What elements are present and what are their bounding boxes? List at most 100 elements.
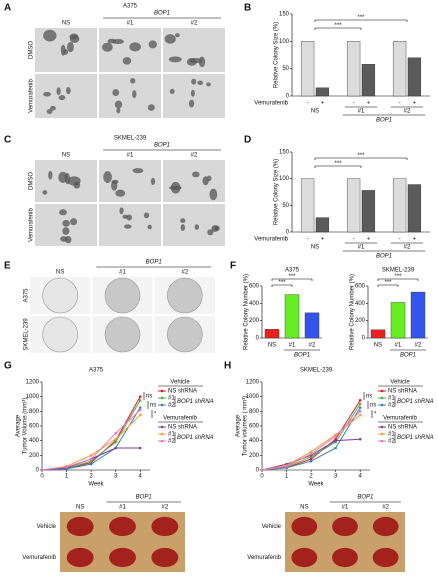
legend-title: Vehicle [170, 380, 190, 386]
point [65, 465, 68, 469]
significance-label: ns [146, 394, 152, 400]
panel-letter: B [244, 3, 251, 14]
colony [112, 89, 120, 97]
column-label: #2 [181, 270, 188, 276]
column-label: #2 [161, 505, 168, 511]
point [40, 468, 44, 472]
significance-label: *** [394, 274, 402, 280]
legend-label: #2 [168, 403, 175, 409]
x-tick-label: NS [311, 245, 319, 251]
colony [191, 78, 197, 85]
bracket-label: BOP1 [136, 495, 152, 501]
x-tick-label: #1 [289, 343, 296, 349]
bar [410, 291, 426, 339]
point [89, 459, 93, 463]
bar [315, 217, 330, 233]
colony [49, 105, 56, 111]
x-tick-label: NS [311, 109, 319, 115]
tumor [291, 547, 318, 568]
point [358, 437, 362, 441]
legend-bracket-label: BOP1 shRNA [177, 399, 214, 405]
colony [59, 209, 67, 216]
bar [361, 64, 376, 97]
bar [315, 87, 330, 97]
column-label: #1 [342, 505, 349, 511]
colony [206, 175, 212, 182]
significance-label: *** [278, 280, 286, 286]
legend-marker [160, 396, 164, 400]
colony [66, 87, 71, 95]
colony [114, 100, 123, 109]
colony [194, 224, 200, 230]
colony [129, 42, 141, 52]
colony [42, 190, 48, 195]
x-tick-label: 2 [309, 474, 313, 480]
point [114, 437, 117, 441]
y-tick-label: 400 [355, 301, 366, 307]
x-tick-label: NS [374, 343, 382, 349]
colony [122, 57, 132, 65]
legend-label: NS shRNA [168, 425, 197, 431]
panel-letter: F [230, 261, 236, 272]
y-tick-label: 800 [29, 409, 40, 415]
dish [167, 316, 203, 353]
x-row-label: Vemurafenib [254, 101, 288, 107]
tumor [372, 547, 399, 568]
y-tick-label: 800 [249, 409, 260, 415]
point [309, 459, 313, 463]
y-axis-label: Relative Colony Number (%) [244, 274, 250, 350]
colony [70, 218, 78, 226]
series-label: + [321, 237, 325, 243]
point [260, 468, 264, 472]
legend-marker [380, 389, 384, 393]
legend-bracket-label: BOP1 shRNA [397, 435, 434, 441]
legend-label: #1 [168, 396, 175, 402]
point [138, 413, 142, 417]
colony [189, 58, 203, 64]
series-label: - [353, 101, 355, 107]
row-label: DMSO [29, 41, 35, 59]
y-tick-label: 400 [249, 438, 260, 444]
y-tick-label: 0 [256, 468, 260, 474]
colony [180, 218, 186, 223]
bracket-label: BOP1 [146, 260, 162, 266]
x-axis-label: Week [88, 482, 104, 488]
colony [143, 212, 150, 219]
group-label: BOP1 [376, 254, 392, 260]
legend-marker [380, 396, 384, 400]
colony [209, 188, 218, 201]
y-tick-label: 200 [249, 453, 260, 459]
legend-marker [380, 425, 384, 429]
y-axis-label: Average [236, 414, 242, 437]
series-label: + [413, 101, 417, 107]
colony [214, 225, 220, 231]
colony [150, 177, 156, 185]
colony [115, 189, 126, 197]
colony [188, 99, 195, 108]
colony [111, 180, 118, 191]
legend-title: Vemurafenib [163, 416, 197, 422]
bar [390, 302, 406, 339]
colony [116, 107, 121, 114]
panel-title: A375 [123, 4, 138, 10]
tumor [332, 516, 358, 537]
point [358, 402, 362, 406]
x-tick-label: 0 [40, 474, 44, 480]
tumor [109, 547, 136, 568]
legend-marker [160, 439, 164, 443]
y-tick-label: 150 [279, 12, 290, 18]
point [114, 432, 117, 435]
legend-marker [380, 439, 384, 443]
bar [346, 178, 361, 233]
bar [346, 41, 361, 97]
colony [62, 219, 70, 227]
legend-marker [160, 425, 164, 429]
panel-letter: G [4, 361, 12, 372]
point [89, 457, 93, 461]
colony [43, 91, 51, 97]
legend-label: #2 [168, 439, 175, 445]
panel-letter: E [4, 261, 11, 272]
dish [104, 277, 141, 314]
bar [361, 190, 376, 233]
